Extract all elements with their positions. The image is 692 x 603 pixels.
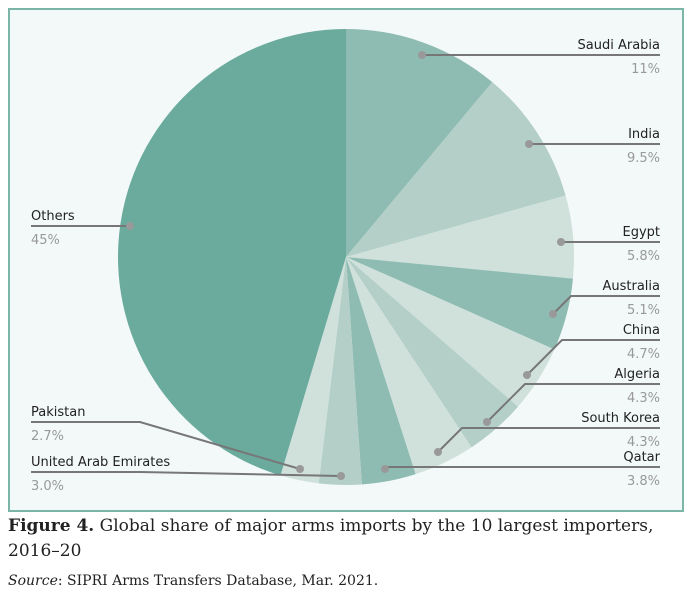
leader-dot — [418, 51, 426, 59]
slice-label: China — [623, 323, 660, 338]
slice-label: United Arab Emirates — [31, 455, 170, 470]
slice-label: Qatar — [623, 450, 660, 465]
slice-value-label: 4.3% — [627, 391, 660, 406]
leader-dot — [337, 472, 345, 480]
pie-slice-australia — [346, 257, 573, 350]
slice-label: Others — [31, 209, 75, 224]
leader-dot — [434, 448, 442, 456]
pie-chart: Saudi Arabia 11% India 9.5% Egypt 5.8% Austral… — [31, 29, 661, 494]
slice-value-label: 3.0% — [31, 479, 64, 494]
leader-line — [31, 471, 342, 477]
slice-label: Pakistan — [31, 405, 85, 420]
slice-value-label: 4.3% — [627, 435, 660, 450]
slice-label: Saudi Arabia — [578, 38, 661, 53]
pie-slice-qatar — [346, 257, 416, 485]
leader-dot — [549, 310, 557, 318]
slice-label: Egypt — [622, 225, 660, 240]
leader-dot — [523, 371, 531, 379]
leader-line — [526, 339, 660, 376]
pie-slice-united-arab-emirates — [318, 257, 362, 485]
leader-dot — [557, 238, 565, 246]
slice-value-label: 11% — [631, 62, 660, 77]
leader-line — [486, 383, 660, 423]
slice-label: Algeria — [614, 367, 660, 382]
slice-value-label: 4.7% — [627, 347, 660, 362]
figure-label: Figure 4. — [8, 516, 95, 536]
leader-line — [437, 427, 660, 453]
pie-slice-saudi-arabia — [346, 29, 493, 257]
pie-slice-pakistan — [280, 257, 346, 484]
leader-line — [552, 295, 660, 315]
source-note: Source: SIPRI Arms Transfers Database, M… — [8, 573, 378, 589]
slice-value-label: 3.8% — [627, 474, 660, 489]
leader-dot — [525, 140, 533, 148]
slice-value-label: 45% — [31, 233, 60, 248]
leader-line — [31, 421, 301, 470]
caption-text: Global share of major arms imports by th… — [8, 516, 654, 561]
leader-dot — [381, 465, 389, 473]
source-label: Source — [8, 573, 58, 589]
pie-slice-china — [346, 257, 555, 407]
leader-dot — [296, 465, 304, 473]
pie-slice-south-korea — [346, 257, 472, 475]
leader-dot — [483, 418, 491, 426]
pie-slice-egypt — [346, 195, 574, 279]
slice-label: South Korea — [581, 411, 660, 426]
figure-caption: Figure 4. Global share of major arms imp… — [8, 514, 688, 564]
slice-value-label: 5.8% — [627, 249, 660, 264]
slice-value-label: 2.7% — [31, 429, 64, 444]
pie-slice-others — [118, 29, 346, 476]
slice-value-label: 5.1% — [627, 303, 660, 318]
leader-dot — [126, 222, 134, 230]
slice-label: Australia — [602, 279, 660, 294]
slice-label: India — [628, 127, 660, 142]
source-text: : SIPRI Arms Transfers Database, Mar. 20… — [57, 573, 379, 589]
slice-value-label: 9.5% — [627, 151, 660, 166]
pie-slice-algeria — [346, 257, 519, 448]
pie-slice-india — [346, 82, 566, 257]
